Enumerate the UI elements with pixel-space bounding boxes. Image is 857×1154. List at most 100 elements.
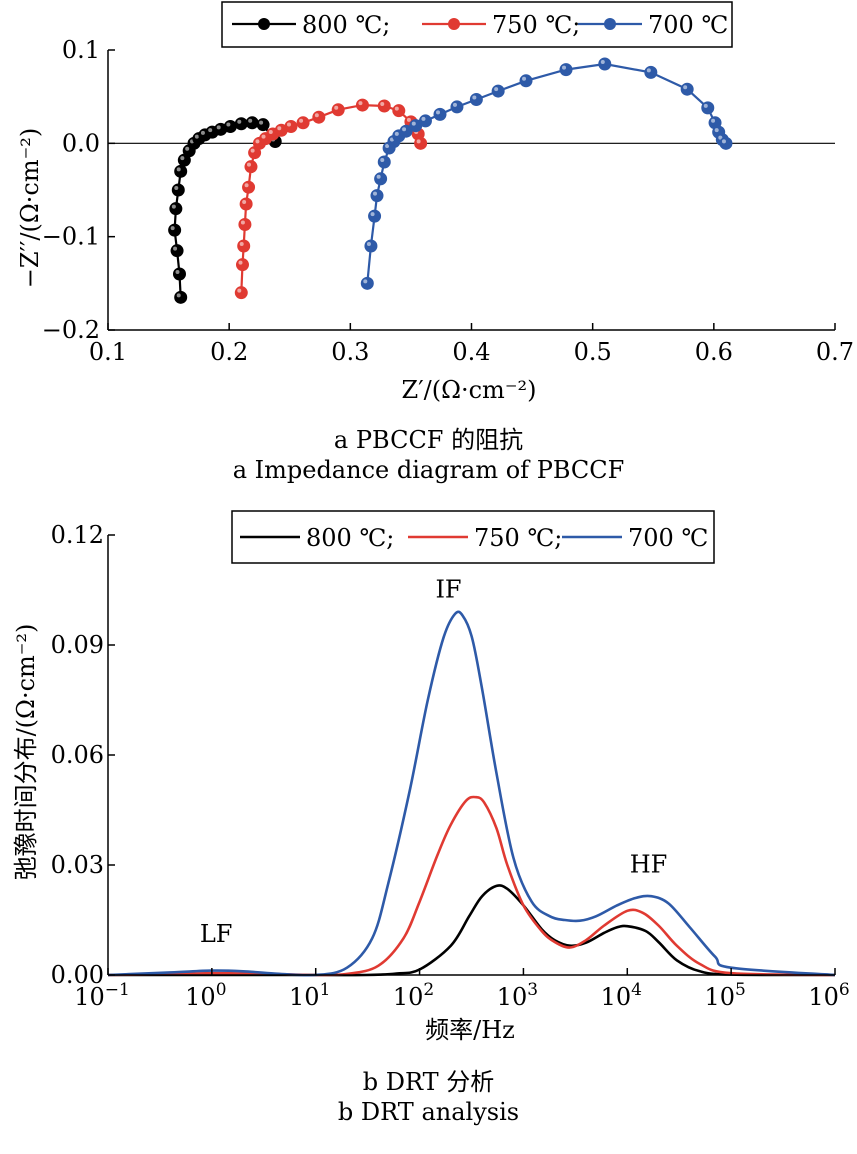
- impedance-data-point: [598, 57, 612, 71]
- impedance-point-highlight: [200, 130, 205, 135]
- drt-x-tick-label: 105: [704, 980, 745, 1011]
- drt-x-tick-label: 101: [289, 980, 330, 1011]
- impedance-data-point: [244, 160, 258, 174]
- impedance-point-highlight: [363, 279, 368, 284]
- impedance-point-highlight: [402, 127, 407, 132]
- impedance-data-point: [368, 209, 382, 223]
- drt-y-axis-title: 弛豫时间分布/(Ω·cm⁻²): [12, 624, 40, 881]
- impedance-point-highlight: [248, 118, 253, 123]
- impedance-data-point: [312, 110, 326, 124]
- drt-x-tick-exponent: 2: [423, 980, 434, 1000]
- drt-x-tick-label: 104: [601, 980, 642, 1011]
- impedance-point-highlight: [472, 95, 477, 100]
- impedance-caption-cn: a PBCCF 的阻抗: [333, 426, 524, 454]
- impedance-point-highlight: [244, 183, 249, 188]
- drt-x-tick-base: 10: [704, 983, 735, 1011]
- impedance-point-highlight: [175, 270, 180, 274]
- impedance-point-highlight: [562, 65, 567, 70]
- impedance-data-point: [680, 82, 694, 96]
- impedance-point-highlight: [250, 148, 255, 153]
- impedance-point-highlight: [194, 134, 199, 139]
- drt-x-tick-exponent: 1: [320, 980, 331, 1000]
- drt-y-tick-label: 0.00: [51, 961, 104, 989]
- impedance-y-axis-title: −Z′′/(Ω·cm⁻²): [16, 128, 44, 289]
- drt-annotation-label: HF: [630, 850, 668, 878]
- impedance-legend-label: 750 ℃;: [492, 11, 580, 39]
- drt-y-tick-label: 0.03: [51, 851, 104, 879]
- impedance-point-highlight: [380, 158, 385, 162]
- drt-y-tick-label: 0.12: [51, 521, 104, 549]
- impedance-point-highlight: [180, 156, 185, 161]
- drt-legend-box: [231, 510, 715, 564]
- impedance-data-point: [239, 197, 253, 211]
- impedance-legend-label: 700 ℃: [648, 11, 728, 39]
- impedance-data-point: [644, 65, 658, 79]
- drt-x-tick-base: 10: [393, 983, 424, 1011]
- impedance-x-tick-label: 0.1: [89, 338, 127, 366]
- impedance-data-point: [174, 290, 188, 304]
- impedance-data-point: [331, 103, 345, 117]
- drt-x-tick-label: 10−1: [74, 980, 130, 1011]
- drt-x-tick-exponent: 0: [216, 980, 227, 1000]
- impedance-point-highlight: [494, 87, 499, 92]
- drt-chart: 800 ℃; 750 ℃; 700 ℃ 10−1 100 101 102 103 104 105…: [12, 510, 850, 1044]
- impedance-y-tick-label: −0.1: [42, 223, 100, 251]
- impedance-point-highlight: [600, 60, 605, 64]
- drt-x-tick-exponent: −1: [105, 980, 130, 1000]
- impedance-point-highlight: [237, 288, 242, 293]
- impedance-data-point: [284, 120, 298, 134]
- impedance-data-point: [491, 84, 505, 98]
- impedance-point-highlight: [370, 212, 375, 217]
- impedance-data-point: [168, 223, 182, 237]
- impedance-data-point: [245, 116, 259, 130]
- impedance-point-highlight: [711, 118, 716, 123]
- impedance-point-highlight: [646, 68, 651, 73]
- impedance-point-highlight: [259, 120, 264, 125]
- impedance-point-highlight: [255, 139, 260, 144]
- impedance-legend-entries: 800 ℃; 750 ℃; 700 ℃: [232, 11, 728, 39]
- impedance-data-point: [355, 98, 369, 112]
- impedance-legend-swatch-marker: [258, 18, 270, 30]
- impedance-data-point: [170, 244, 184, 258]
- impedance-point-highlight: [385, 144, 390, 148]
- drt-y-tick-label: 0.09: [51, 631, 104, 659]
- impedance-point-highlight: [372, 191, 377, 196]
- impedance-series-2: [360, 57, 733, 290]
- impedance-plot-area: 0.1 0.2 0.3 0.4 0.5 0.6 0.7 −0.2 −0.1 0.0 0.1: [42, 36, 854, 366]
- impedance-point-highlight: [421, 116, 426, 121]
- impedance-point-highlight: [261, 134, 266, 139]
- drt-legend-item-1: 750 ℃;: [408, 524, 562, 552]
- impedance-data-point: [469, 92, 483, 106]
- impedance-point-highlight: [174, 186, 179, 190]
- drt-x-tick-label: 100: [185, 980, 226, 1011]
- impedance-y-tick-label: 0.1: [62, 36, 100, 64]
- impedance-data-point: [418, 114, 432, 128]
- impedance-data-point: [370, 189, 384, 203]
- drt-legend-label: 700 ℃: [628, 524, 708, 552]
- impedance-data-point: [172, 267, 186, 281]
- impedance-data-point: [242, 180, 256, 194]
- drt-legend-label: 750 ℃;: [474, 524, 562, 552]
- impedance-point-highlight: [185, 146, 190, 151]
- impedance-series-line: [366, 62, 727, 284]
- impedance-data-point: [433, 107, 447, 121]
- impedance-data-point: [559, 63, 573, 77]
- impedance-point-highlight: [176, 167, 181, 172]
- impedance-data-point: [364, 239, 378, 253]
- drt-x-tick-base: 10: [497, 983, 528, 1011]
- impedance-point-highlight: [237, 119, 242, 124]
- impedance-data-point: [377, 99, 391, 113]
- drt-x-tick-base: 10: [808, 983, 839, 1011]
- drt-x-axis-title: 频率/Hz: [425, 1016, 515, 1044]
- impedance-point-highlight: [246, 162, 251, 167]
- impedance-data-point: [374, 172, 388, 186]
- impedance-point-highlight: [522, 76, 527, 81]
- drt-y-tick-label: 0.06: [51, 741, 104, 769]
- impedance-point-highlight: [334, 105, 339, 110]
- impedance-legend-swatch-marker: [604, 18, 616, 30]
- drt-x-tick-exponent: 4: [631, 980, 642, 1000]
- impedance-point-highlight: [683, 85, 688, 90]
- impedance-point-highlight: [240, 220, 245, 225]
- impedance-data-point: [392, 104, 406, 118]
- impedance-legend-label: 800 ℃;: [302, 11, 390, 39]
